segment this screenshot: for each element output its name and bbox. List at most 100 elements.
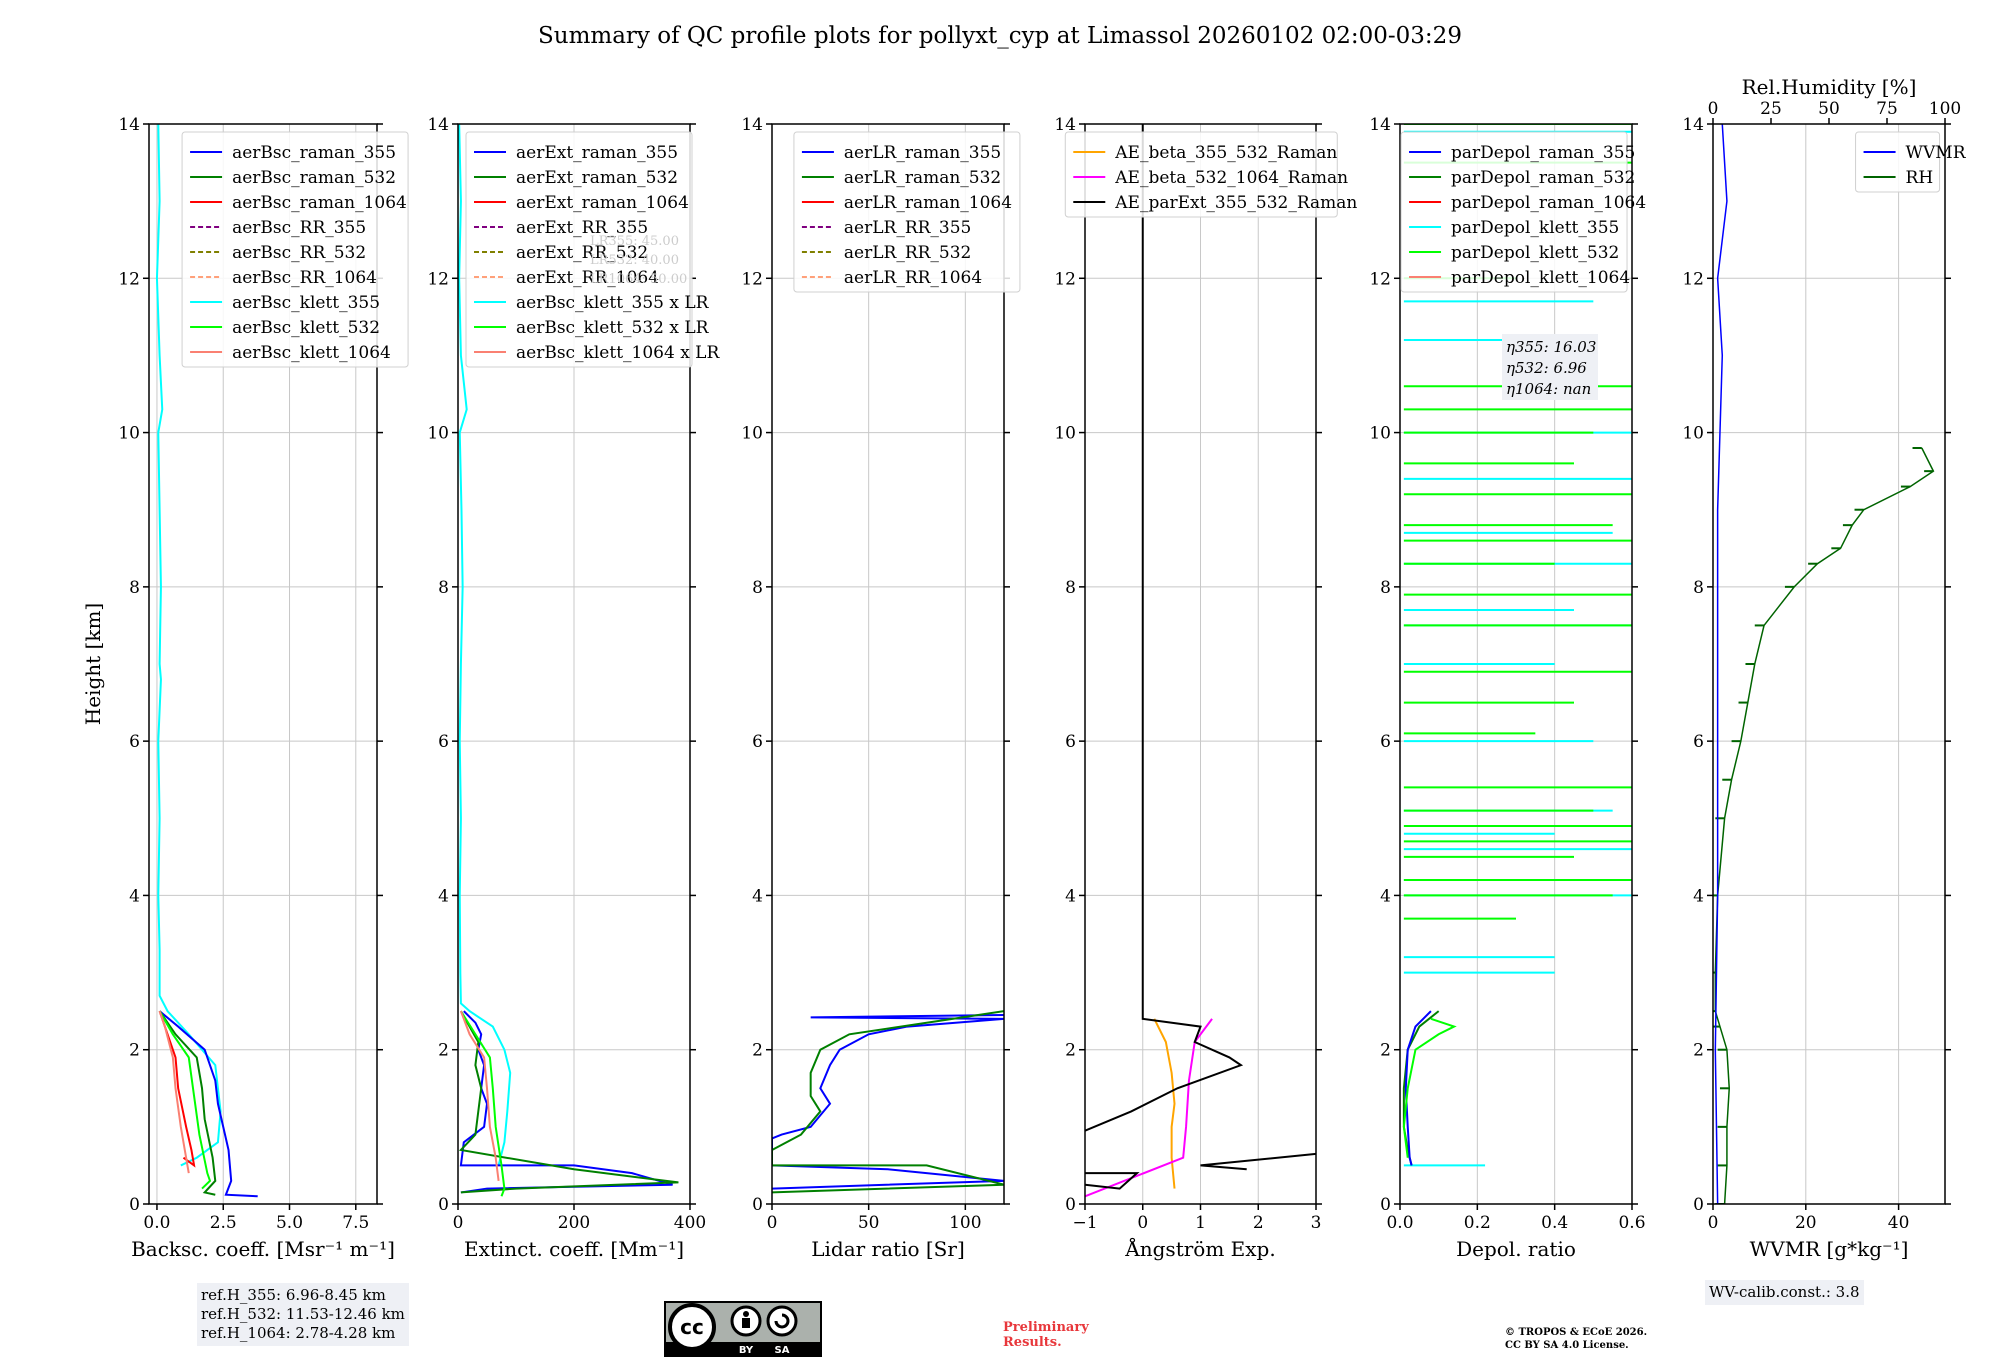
ylabel: Height [km] [81, 603, 105, 725]
ytick-label: 6 [438, 732, 449, 752]
xtick-label: 400 [674, 1213, 706, 1233]
ytick-label: 4 [1065, 886, 1076, 906]
rh-series [1714, 447, 1935, 1204]
xtick-label: 0.6 [1618, 1213, 1645, 1233]
ytick-label: 0 [1693, 1195, 1704, 1215]
ytick-label: 6 [129, 732, 140, 752]
top-xtick-label: 50 [1818, 99, 1840, 119]
series-aerbsc-klett-355 [155, 124, 222, 1167]
xlabel: Lidar ratio [Sr] [811, 1237, 965, 1261]
preliminary-line-2: Results. [1003, 1335, 1062, 1350]
ytick-label: 4 [752, 886, 763, 906]
xtick-label: 0.0 [1386, 1213, 1413, 1233]
ytick-label: 0 [129, 1195, 140, 1215]
ytick-label: 12 [1369, 269, 1391, 289]
xtick-label: 50 [858, 1213, 880, 1233]
xlabel: WVMR [g*kg⁻¹] [1750, 1237, 1909, 1261]
cc-sa-label: SA [775, 1345, 790, 1356]
plot-area-bsc [155, 124, 258, 1198]
plot-area-lr [772, 1010, 1004, 1194]
ytick-label: 14 [1682, 115, 1704, 135]
series-aerext-raman-532 [458, 1010, 679, 1194]
legend-entry: parDepol_klett_1064 [1451, 268, 1630, 288]
legend-entry: aerLR_raman_1064 [844, 193, 1012, 213]
xtick-label: 7.5 [342, 1213, 369, 1233]
ytick-label: 14 [427, 115, 449, 135]
xtick-label: 5.0 [276, 1213, 303, 1233]
series-ae-beta-355-532-raman [1153, 1018, 1176, 1189]
series-pardepol-klett-532 [1402, 1017, 1457, 1158]
legend-entry: aerBsc_RR_355 [232, 218, 366, 238]
xtick-label: 3 [1311, 1213, 1322, 1233]
ytick-label: 0 [438, 1195, 449, 1215]
ytick-label: 0 [1380, 1195, 1391, 1215]
wvmr-series [1714, 124, 1728, 1204]
ytick-label: 12 [741, 269, 763, 289]
ytick-label: 6 [1693, 732, 1704, 752]
legend-entry: aerLR_RR_355 [844, 218, 971, 238]
ytick-label: 14 [1369, 115, 1391, 135]
legend-entry: aerExt_raman_1064 [516, 193, 689, 213]
ytick-label: 6 [752, 732, 763, 752]
lr-annotation: LR532: 40.00 [590, 253, 679, 268]
preliminary-line-1: Preliminary [1003, 1320, 1089, 1335]
series-aerbsc-klett-1064-x-lr [459, 1010, 500, 1181]
ytick-label: 12 [118, 269, 140, 289]
ytick-label: 2 [752, 1041, 763, 1061]
legend-entry: aerBsc_klett_355 [232, 293, 380, 313]
panel-lr: 0 50 100 0 2 4 6 8 10 12 14 Lidar ratio [Sr] aerLR_r… [741, 115, 1021, 1261]
ytick-label: 2 [1693, 1041, 1704, 1061]
legend-entry: parDepol_raman_532 [1451, 168, 1635, 188]
top-xtick-label: 0 [1708, 99, 1719, 119]
panel-ext: 0 200 400 0 2 4 6 8 10 12 14 Extinct. coeff. [Mm⁻¹]… [427, 115, 720, 1261]
series-ae-parext-355-532-raman [1200, 1152, 1316, 1171]
series-ae-parext-355-532-raman [1085, 1172, 1140, 1190]
xtick-label: 0.4 [1541, 1213, 1568, 1233]
legend-entry: aerBsc_RR_1064 [232, 268, 377, 288]
legend-entry: AE_beta_355_532_Raman [1114, 143, 1337, 163]
ytick-label: 10 [427, 424, 449, 444]
ytick-label: 4 [129, 886, 140, 906]
ref-height-532: ref.H_532: 11.53-12.46 km [201, 1305, 405, 1323]
series-aerlr-raman-532 [772, 1010, 1004, 1194]
cc-by-label: BY [739, 1345, 754, 1356]
ref-height-1064: ref.H_1064: 2.78-4.28 km [201, 1324, 396, 1342]
xtick-label: 2 [1253, 1213, 1264, 1233]
ytick-label: 4 [1693, 886, 1704, 906]
axes-frame [771, 123, 1005, 1205]
lr-annotation: LR355: 45.00 [590, 234, 679, 249]
panel-wv: 0 25 50 75 100 Rel.Humidity [%] 0 20 40 0 2 4 6 8 10 12… [1682, 75, 1966, 1261]
series-aerbsc-klett-1064 [158, 1010, 190, 1174]
copyright-line-1: © TROPOS & ECoE 2026. [1505, 1327, 1648, 1338]
legend-entry: aerBsc_raman_355 [232, 143, 396, 163]
top-xtick-label: 100 [1929, 99, 1961, 119]
legend-entry: aerExt_raman_532 [516, 168, 678, 188]
svg-text:cc: cc [680, 1315, 704, 1339]
series-aerlr-raman-355 [772, 1014, 1004, 1190]
ytick-label: 2 [129, 1041, 140, 1061]
ytick-label: 10 [1369, 424, 1391, 444]
copyright-line-2: CC BY SA 4.0 License. [1505, 1340, 1629, 1351]
xtick-label: −1 [1072, 1213, 1097, 1233]
legend-entry: AE_beta_532_1064_Raman [1114, 168, 1348, 188]
cc-icon [668, 1303, 716, 1351]
ytick-label: 8 [129, 578, 140, 598]
legend-entry: aerLR_raman_532 [844, 168, 1001, 188]
xlabel: Ångström Exp. [1124, 1236, 1275, 1261]
xtick-label: 0 [1137, 1213, 1148, 1233]
xtick-label: 100 [949, 1213, 981, 1233]
legend-entry: aerExt_raman_355 [516, 143, 678, 163]
series-aerbsc-raman-355 [158, 1010, 258, 1198]
legend-entry: AE_parExt_355_532_Raman [1114, 193, 1357, 213]
legend-entry: aerBsc_raman_1064 [232, 193, 407, 213]
legend-entry: parDepol_klett_532 [1451, 243, 1619, 263]
legend-box [1400, 131, 1628, 293]
ytick-label: 4 [438, 886, 449, 906]
ref-height-box: ref.H_355: 6.96-8.45 km ref.H_532: 11.53… [197, 1283, 409, 1346]
series-aerbsc-raman-532 [158, 1010, 217, 1196]
xtick-label: 0.0 [143, 1213, 170, 1233]
ytick-label: 10 [1682, 424, 1704, 444]
legend-entry: RH [1906, 168, 1934, 188]
ytick-label: 10 [118, 424, 140, 444]
